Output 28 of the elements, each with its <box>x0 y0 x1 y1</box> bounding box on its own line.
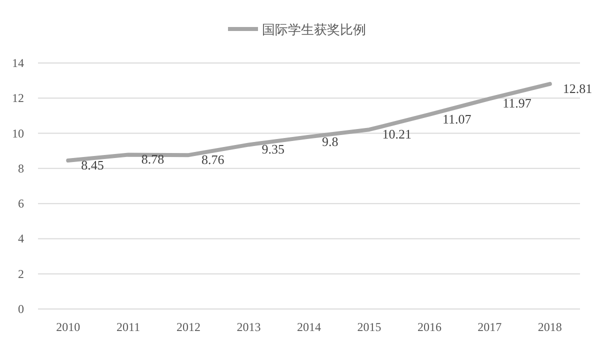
x-tick-label: 2012 <box>176 320 201 334</box>
x-tick-label: 2010 <box>56 320 80 334</box>
x-tick-label: 2011 <box>116 320 140 334</box>
x-tick-label: 2014 <box>297 320 321 334</box>
data-label: 12.81 <box>562 80 592 96</box>
legend: 国际学生获奖比例 <box>228 23 366 38</box>
y-tick-label: 10 <box>12 126 24 140</box>
x-tick-label: 2015 <box>357 320 382 334</box>
data-label: 9.35 <box>262 142 285 157</box>
y-tick-label: 14 <box>12 56 24 70</box>
data-label: 8.76 <box>202 152 225 168</box>
data-label: 8.45 <box>81 158 104 173</box>
x-tick-label: 2018 <box>538 320 562 334</box>
y-tick-label: 12 <box>12 91 24 106</box>
data-label: 9.8 <box>322 134 338 149</box>
data-label: 11.07 <box>442 111 472 126</box>
legend-label: 国际学生获奖比例 <box>262 23 366 38</box>
y-tick-label: 2 <box>18 266 24 281</box>
y-tick-label: 6 <box>18 196 24 211</box>
x-tick-label: 2013 <box>236 320 261 334</box>
data-label: 10.21 <box>382 126 412 142</box>
data-label: 11.97 <box>502 96 532 111</box>
y-tick-label: 4 <box>18 232 24 246</box>
x-tick-label: 2016 <box>417 320 442 334</box>
y-tick-label: 8 <box>18 161 24 176</box>
y-tick-label: 0 <box>18 302 24 316</box>
x-tick-label: 2017 <box>478 320 502 334</box>
data-label: 8.78 <box>141 152 164 167</box>
